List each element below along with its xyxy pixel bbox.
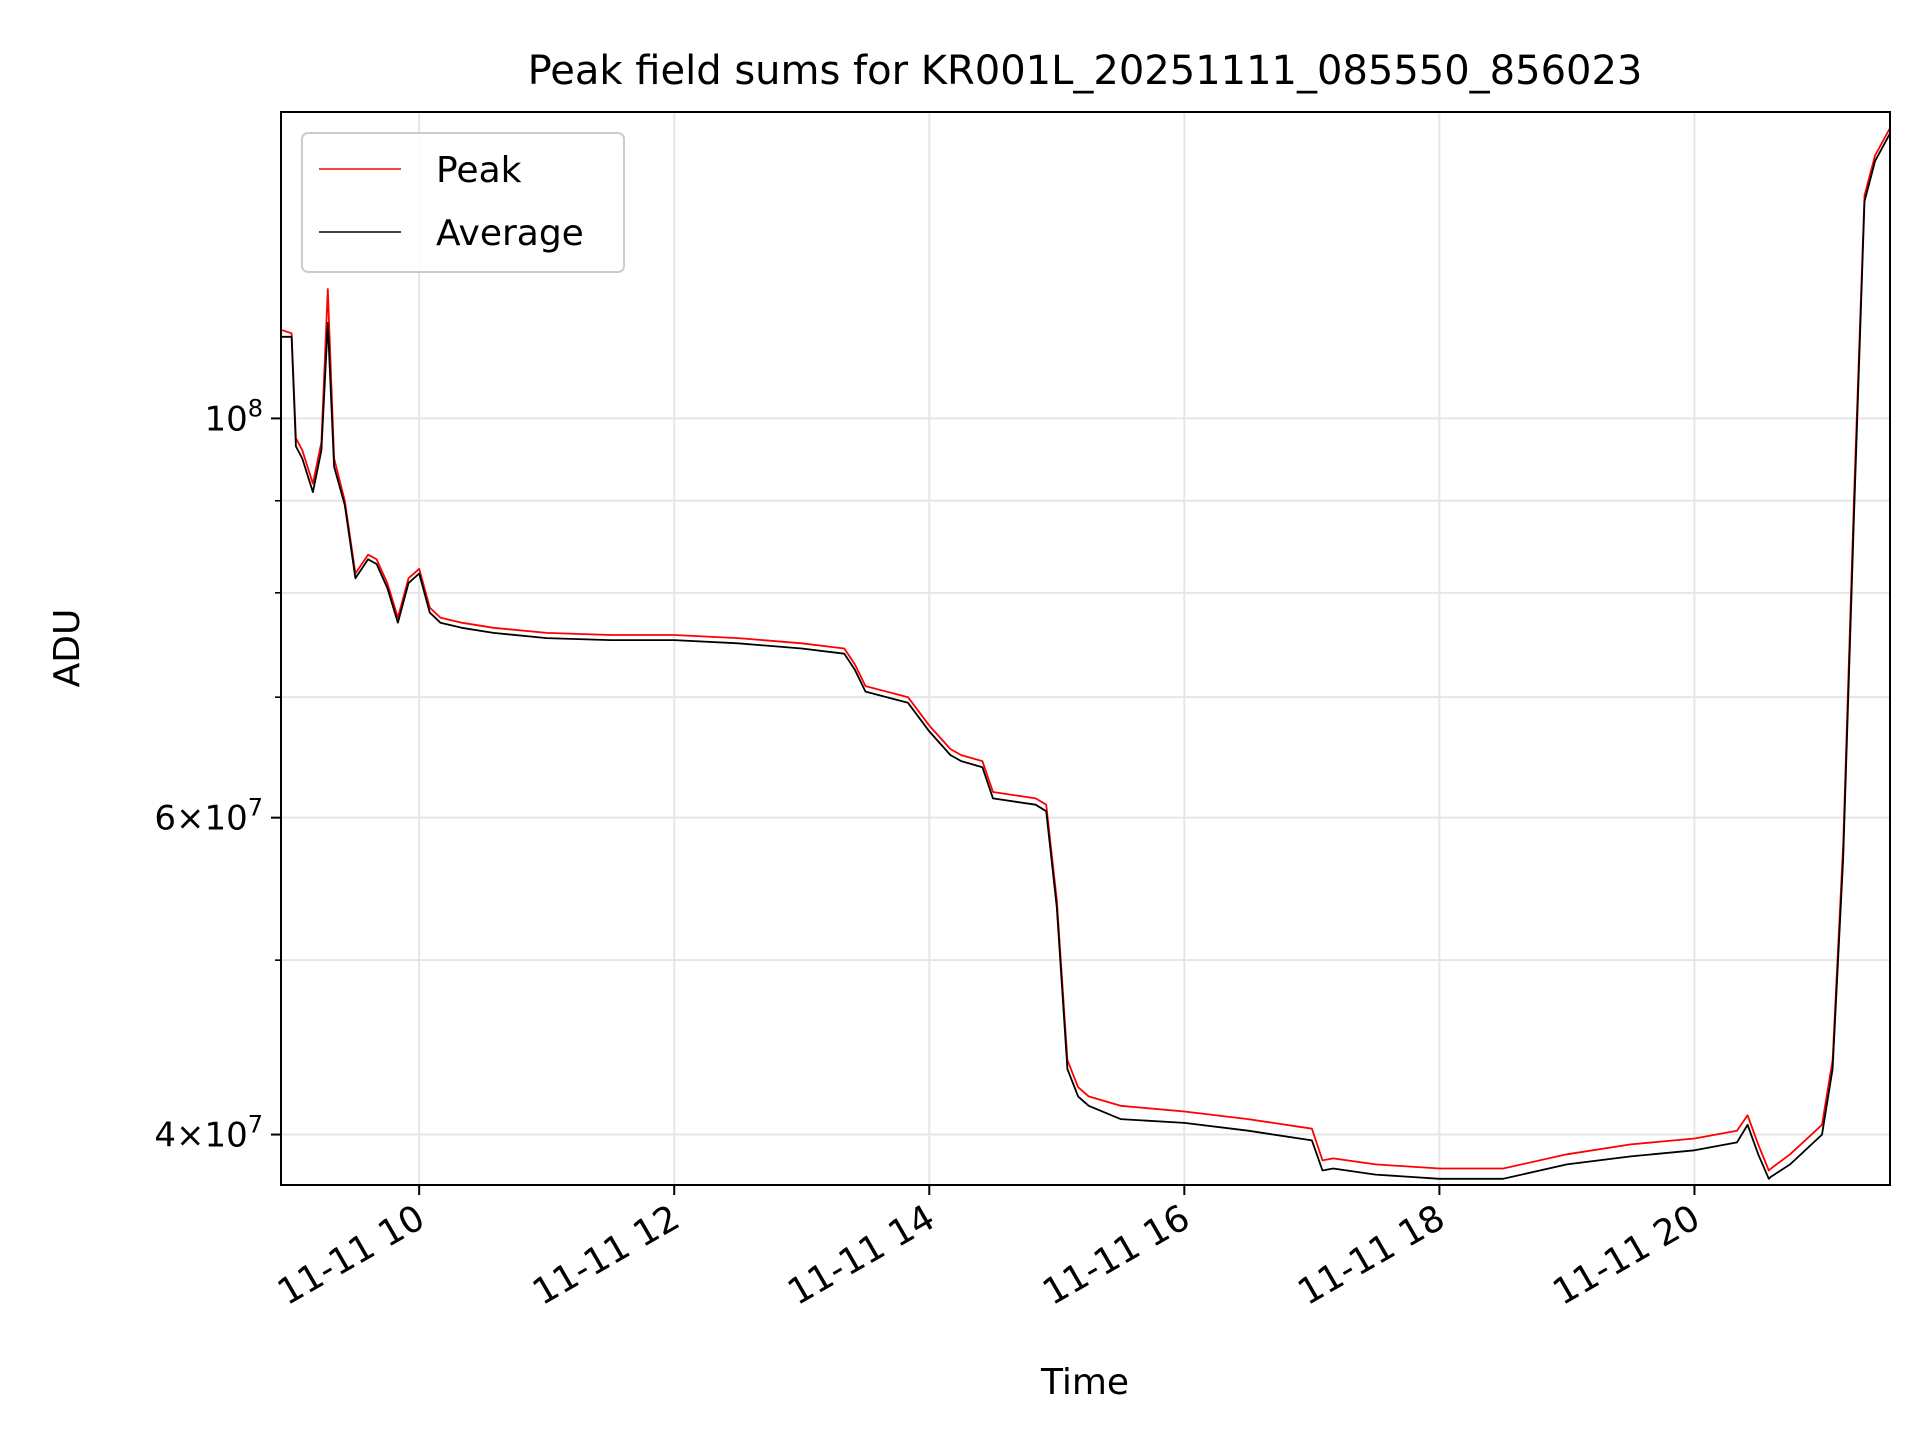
series-line-peak [280, 127, 1891, 1172]
series-lines [280, 127, 1891, 1180]
grid [281, 112, 1890, 1185]
y-axis-label: ADU [47, 609, 88, 688]
series-line-average [281, 132, 1891, 1180]
plot-frame [280, 111, 1891, 1186]
y-tick-label-1: 6×107 [154, 794, 263, 839]
chart-title: Peak field sums for KR001L_20251111_0855… [528, 48, 1643, 94]
y-axis-ticks: 4×107 6×107 108 [154, 394, 281, 1156]
y-tick-label-0: 4×107 [154, 1111, 263, 1156]
legend-label-peak: Peak [436, 150, 522, 191]
legend-label-average: Average [436, 213, 584, 254]
legend: Peak Average [301, 132, 625, 273]
y-tick-label-2: 108 [204, 394, 263, 439]
x-axis-label: Time [1040, 1362, 1129, 1403]
legend-box [301, 132, 625, 273]
